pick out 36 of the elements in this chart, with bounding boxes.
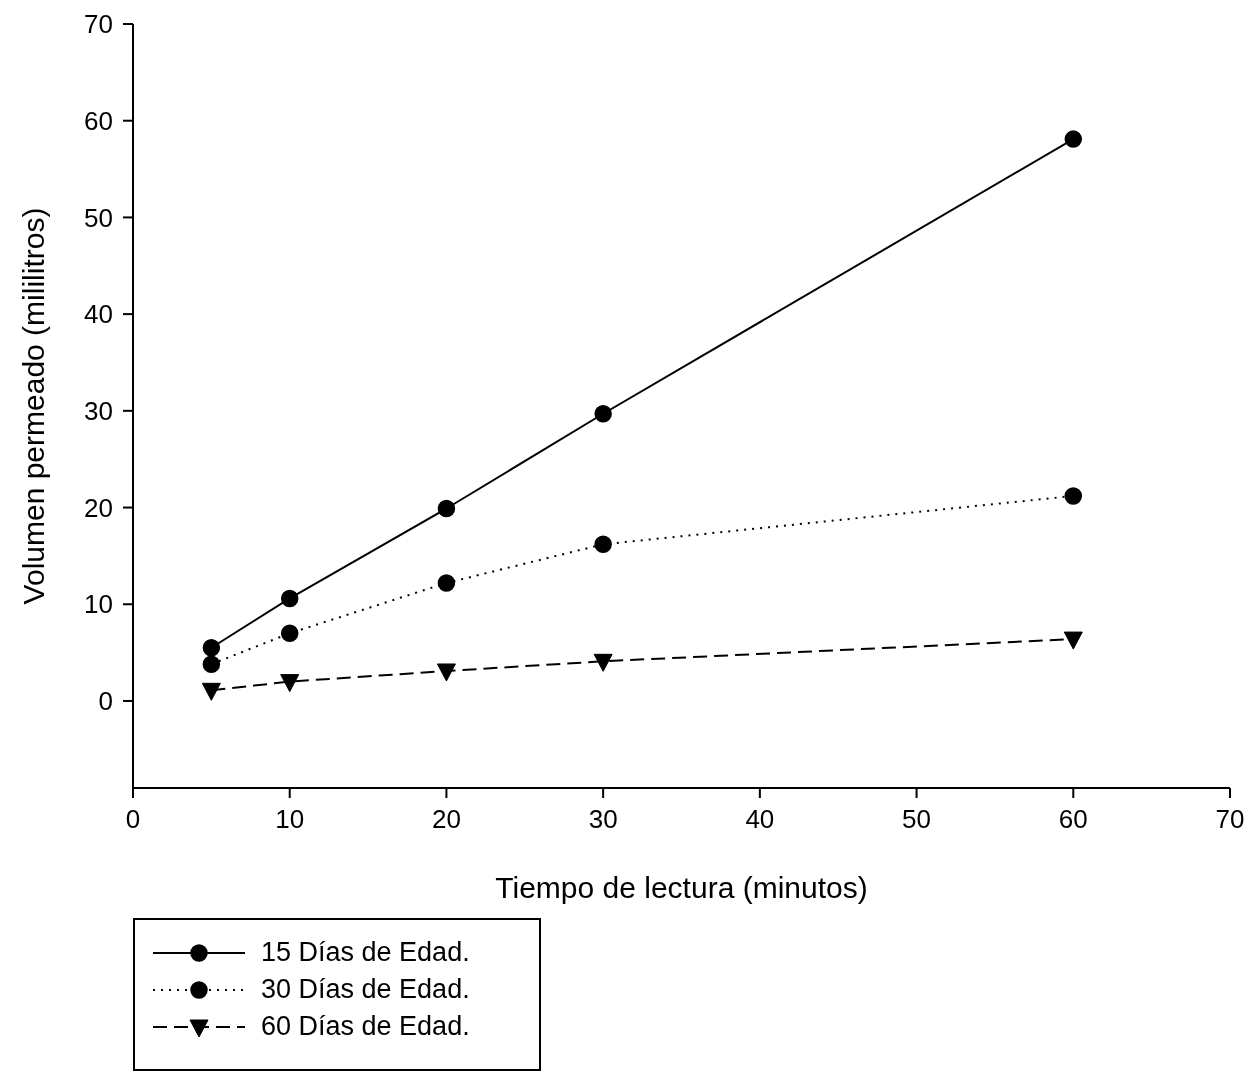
point (280, 624, 299, 643)
x-tick-label: 10 (275, 804, 305, 835)
point (594, 404, 612, 423)
y-tick-label: 20 (84, 492, 113, 523)
y-tick-label: 40 (84, 299, 113, 330)
y-tick-label: 0 (98, 686, 113, 717)
x-axis-title: Tiempo de lectura (minutos) (495, 871, 868, 904)
x-tick-label: 70 (1215, 804, 1245, 835)
x-tick-label: 0 (125, 804, 141, 835)
point (593, 653, 613, 672)
x-tick-label: 30 (588, 804, 618, 835)
point (201, 682, 221, 701)
point (437, 499, 456, 518)
legend-label: 15 Días de Edad. (261, 937, 470, 968)
legend-label: 60 Días de Edad. (261, 1011, 470, 1042)
x-tick-label: 60 (1058, 804, 1088, 835)
point (1064, 487, 1083, 505)
y-tick-label: 60 (84, 105, 113, 136)
point (436, 663, 456, 682)
point (202, 655, 221, 673)
point (594, 535, 612, 554)
y-tick-label: 50 (84, 202, 113, 233)
x-tick-label: 50 (902, 804, 932, 835)
point (202, 639, 221, 657)
y-tick-label: 10 (84, 589, 113, 620)
y-tick-label: 30 (84, 396, 113, 427)
point (1064, 130, 1083, 148)
x-tick-label: 40 (745, 804, 775, 835)
point (1063, 631, 1083, 650)
point (280, 589, 299, 608)
y-axis-title: Volumen permeado (mililitros) (16, 207, 50, 605)
point (280, 674, 300, 693)
legend-label: 30 Días de Edad. (261, 974, 470, 1005)
y-tick-label: 70 (84, 9, 113, 40)
point (437, 574, 456, 592)
x-tick-label: 20 (431, 804, 461, 835)
